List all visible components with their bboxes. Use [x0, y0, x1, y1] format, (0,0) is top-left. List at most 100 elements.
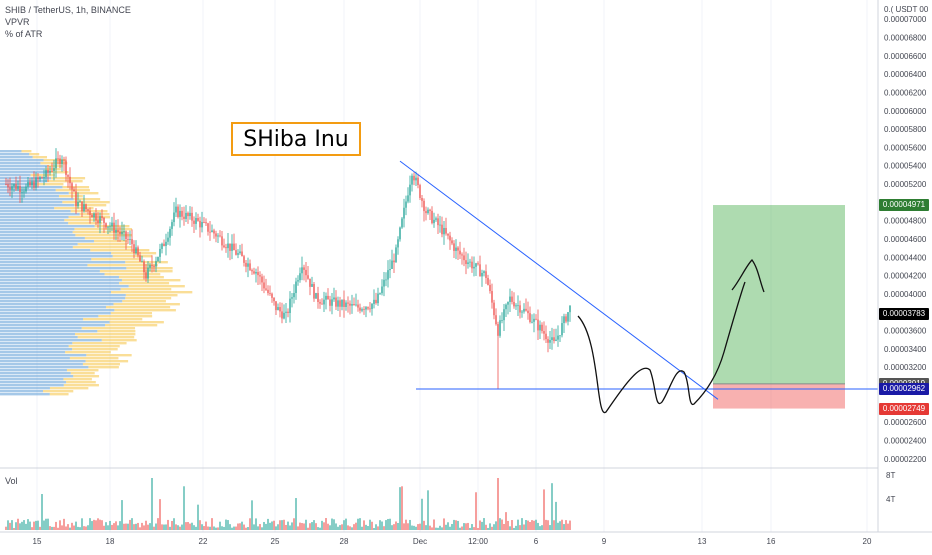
candle-body: [271, 293, 273, 298]
projection-curve[interactable]: [577, 281, 746, 413]
candle-body: [267, 289, 269, 294]
price-badge-4: 0.00002749: [879, 402, 929, 415]
indicator-atr-label[interactable]: % of ATR: [5, 29, 43, 39]
time-axis-labels[interactable]: 15 18 22 25 28 Dec 12:00 6 9 13 16 20: [33, 537, 872, 546]
volume-bar: [291, 522, 293, 530]
position-box[interactable]: [713, 205, 845, 409]
volume-bar: [323, 522, 325, 530]
volume-bar: [509, 526, 511, 530]
volume-bar: [111, 524, 113, 530]
drawing-lines[interactable]: [399, 160, 878, 413]
time-tick-label: 16: [767, 537, 776, 546]
price-axis-labels[interactable]: 0.00007000 0.00006800 0.00006600 0.00006400…: [884, 15, 927, 464]
volume-bar: [245, 527, 247, 530]
take-profit-zone[interactable]: [713, 205, 845, 384]
stop-loss-zone[interactable]: [713, 383, 845, 409]
volume-bar: [513, 527, 515, 530]
candle-body: [237, 253, 239, 255]
volume-bar: [75, 521, 77, 530]
candle-body: [91, 214, 93, 218]
trendline[interactable]: [399, 160, 719, 400]
candle-body: [473, 266, 475, 269]
candle-body: [447, 233, 449, 236]
candle-body: [321, 303, 323, 305]
vpvr-bar-sell: [72, 231, 125, 234]
vpvr-bar-buy: [0, 273, 105, 276]
candle-body: [405, 201, 407, 208]
shiba-inu-annotation[interactable]: SHiba Inu: [231, 122, 361, 156]
volume-bar: [353, 524, 355, 530]
vpvr-bar-buy: [0, 387, 50, 390]
vpvr-bar-buy: [0, 321, 110, 324]
vpvr-bar-sell: [32, 156, 48, 159]
volume-bar: [567, 523, 569, 530]
vpvr-bar-sell: [77, 243, 128, 246]
volume-bar: [107, 525, 109, 530]
candle-body: [289, 298, 291, 313]
candle-body: [107, 226, 109, 228]
candle-body: [121, 231, 123, 235]
volume-bar: [489, 523, 491, 530]
candle-body: [547, 339, 549, 343]
volume-bar: [229, 524, 231, 530]
volume-bar: [129, 519, 131, 530]
indicator-vpvr-label[interactable]: VPVR: [5, 17, 30, 27]
vpvr-bar-buy: [0, 390, 43, 393]
vpvr-bar-sell: [63, 378, 92, 381]
vpvr-bar-sell: [70, 210, 108, 213]
candle-body: [19, 186, 21, 193]
candle-body: [521, 311, 523, 313]
volume-bar: [449, 526, 451, 530]
candle-body: [163, 243, 165, 246]
candle-body: [15, 184, 17, 190]
candle-body: [333, 297, 335, 300]
candle-body: [509, 296, 511, 302]
volume-bar: [29, 521, 31, 530]
volume-bar: [385, 520, 387, 530]
candle-body: [399, 227, 401, 240]
volume-bar: [543, 489, 545, 530]
candle-body: [429, 209, 431, 211]
volume-bar: [87, 525, 89, 530]
candle-body: [395, 247, 397, 263]
vpvr-bar-sell: [110, 312, 153, 315]
vpvr-bar-sell: [68, 192, 99, 195]
volume-bar: [433, 519, 435, 530]
volume-bar: [339, 525, 341, 530]
vpvr-bar-buy: [0, 375, 74, 378]
candle-body: [363, 309, 365, 310]
volume-bar: [427, 490, 429, 530]
candle-body: [53, 168, 55, 171]
projection-arrowhead[interactable]: [731, 259, 765, 293]
volume-bar: [43, 520, 45, 530]
volume-bar: [529, 521, 531, 530]
candle-body: [507, 301, 509, 305]
vpvr-bar-buy: [0, 237, 85, 240]
vpvr-bar-sell: [128, 285, 185, 288]
vpvr-bar-buy: [0, 165, 47, 168]
volume-bar: [31, 527, 33, 530]
vpvr-bar-sell: [29, 153, 40, 156]
time-tick-label: 6: [534, 537, 539, 546]
candle-body: [341, 299, 343, 307]
volume-bar: [115, 521, 117, 530]
volume-label[interactable]: Vol: [5, 476, 18, 486]
vpvr-bar-sell: [112, 255, 152, 258]
volume-bar: [81, 518, 83, 530]
candle-body: [495, 315, 497, 325]
candle-body: [563, 316, 565, 324]
candle-body: [217, 235, 219, 237]
vpvr-bar-sell: [46, 165, 63, 168]
candle-body: [567, 312, 569, 322]
vpvr-bar-buy: [0, 276, 119, 279]
candle-body: [179, 210, 181, 217]
symbol-title[interactable]: SHIB / TetherUS, 1h, BINANCE: [5, 5, 131, 15]
candle-body: [461, 254, 463, 256]
candle-body: [31, 181, 33, 186]
vpvr-bar-sell: [72, 342, 127, 345]
candle-body: [535, 318, 537, 320]
candle-body: [427, 209, 429, 214]
volume-bar: [123, 523, 125, 530]
